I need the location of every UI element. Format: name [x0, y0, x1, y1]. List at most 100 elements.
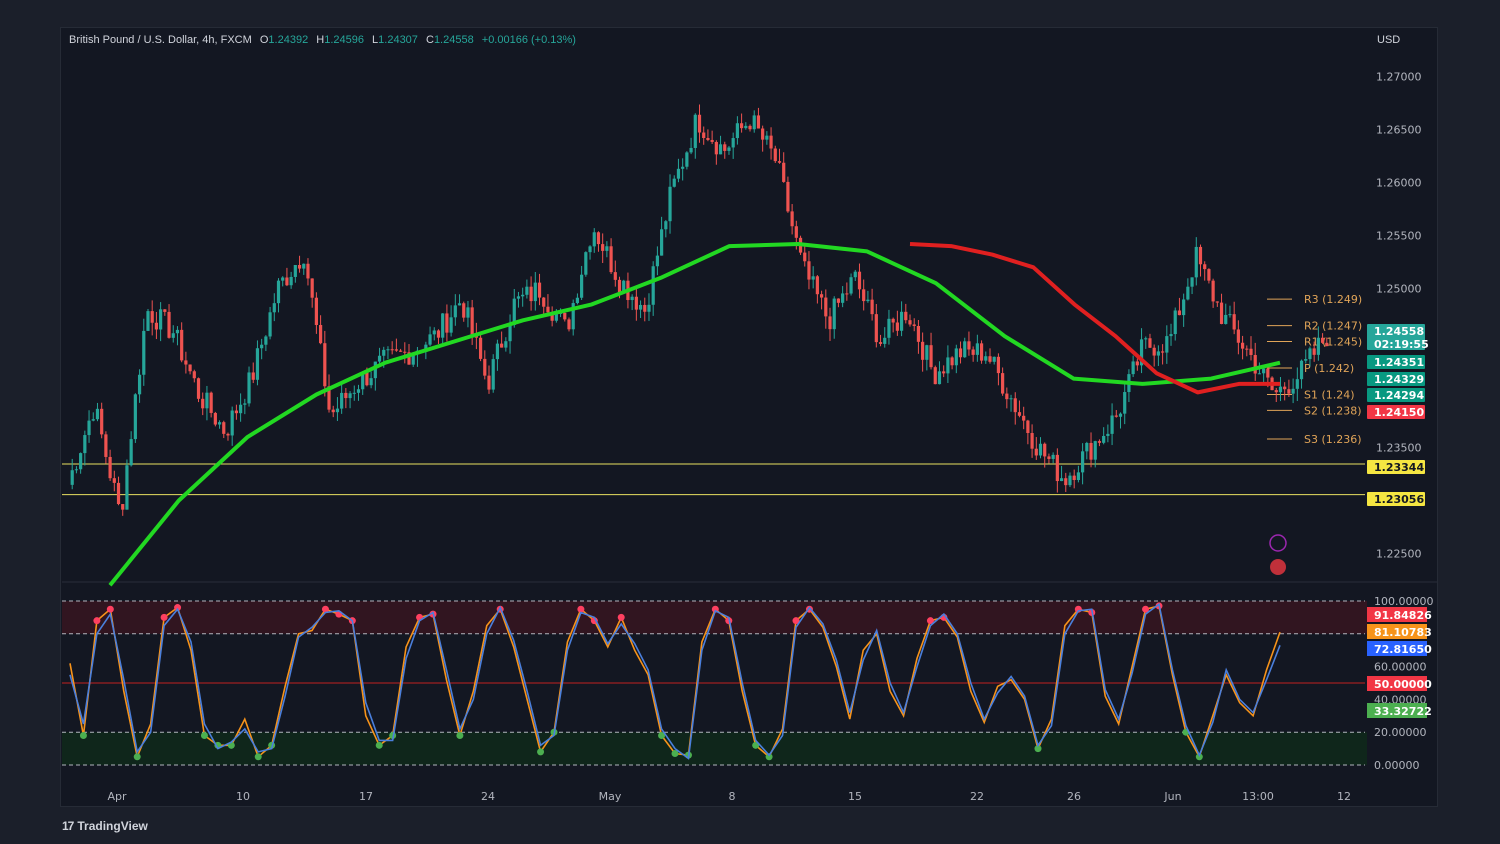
moving-average-line: [909, 241, 1280, 395]
candle-body: [744, 125, 748, 129]
price-badge: [1367, 372, 1425, 386]
candle-body: [756, 115, 761, 129]
candle-body: [904, 311, 908, 321]
overbought-dot: [93, 617, 101, 625]
candles: [70, 104, 1329, 516]
candle-body: [921, 341, 925, 360]
candle-body: [1144, 338, 1148, 340]
countdown-timer: 02:19:55: [1374, 338, 1429, 351]
candle-body: [643, 304, 647, 312]
candle-body: [546, 306, 550, 313]
oscillator-readout-value: 50.00000: [1374, 678, 1432, 691]
candle-body: [1030, 433, 1034, 449]
candle-body: [1304, 359, 1308, 361]
candle-body: [592, 232, 596, 247]
price-badge-value: 1.23344: [1374, 461, 1424, 474]
time-axis-tick: May: [599, 790, 622, 803]
oversold-dot: [200, 731, 208, 739]
candle-body: [1110, 415, 1114, 434]
candle-body: [1026, 420, 1030, 434]
time-axis-tick: 12: [1337, 790, 1351, 803]
open-label: O: [259, 34, 269, 46]
candle-body: [1038, 443, 1043, 456]
candle-body: [466, 307, 470, 318]
candle-body: [676, 168, 681, 179]
candle-body: [411, 354, 415, 365]
tradingview-watermark[interactable]: 17 TradingView: [62, 819, 148, 833]
overbought-dot: [926, 617, 934, 625]
candle-body: [516, 296, 521, 299]
candle-body: [1165, 336, 1169, 353]
candle-body: [1316, 337, 1320, 355]
candle-body: [1245, 348, 1249, 350]
moving-average-line: [108, 241, 1281, 587]
overbought-dot: [1142, 605, 1150, 613]
symbol-title[interactable]: British Pound / U.S. Dollar, 4h, FXCM: [69, 34, 252, 46]
candle-body: [1072, 475, 1076, 481]
candle-body: [239, 404, 243, 414]
price-badge: [1367, 355, 1425, 369]
candle-body: [462, 303, 466, 318]
candle-body: [710, 139, 714, 142]
candle-body: [495, 343, 500, 360]
candle-body: [638, 304, 643, 310]
candle-body: [622, 280, 626, 293]
candle-body: [942, 371, 946, 374]
candle-body: [571, 303, 575, 330]
price-axis-tick: 1.23500: [1376, 442, 1422, 455]
overbought-dot: [160, 613, 168, 621]
candle-body: [841, 293, 845, 303]
candle-body: [403, 351, 407, 353]
candle-body: [735, 123, 739, 139]
candle-body: [1312, 348, 1316, 355]
candle-body: [1262, 368, 1266, 374]
price-badge-value: 1.24351: [1374, 356, 1424, 369]
high-label: H: [316, 34, 325, 46]
candle-body: [1156, 351, 1160, 356]
candle-body: [1009, 398, 1013, 400]
price-badge-value: 1.23056: [1374, 493, 1424, 506]
candle-body: [550, 312, 554, 321]
candle-body: [984, 356, 988, 361]
candle-body: [133, 394, 137, 440]
candle-body: [302, 263, 306, 269]
candle-body: [689, 147, 693, 153]
candle-body: [175, 329, 180, 334]
price-badge-value: 1.24329: [1374, 373, 1424, 386]
oversold-dot: [752, 741, 760, 749]
candle-body: [365, 372, 369, 386]
candle-body: [554, 313, 558, 321]
candle-body: [1211, 280, 1215, 302]
oversold-dot: [537, 748, 545, 756]
pivot-label: P (1.242): [1304, 362, 1354, 375]
candle-body: [213, 412, 217, 425]
candle-body: [790, 211, 794, 227]
candle-body: [1308, 348, 1312, 360]
candle-body: [276, 280, 281, 304]
candle-body: [356, 389, 361, 393]
candle-body: [74, 469, 79, 471]
candle-body: [761, 128, 765, 140]
time-axis-tick: 13:00: [1242, 790, 1274, 803]
change-value: +0.00166 (+0.13%): [481, 34, 576, 46]
candle-body: [441, 313, 445, 338]
candle-body: [142, 330, 146, 375]
candle-body: [91, 419, 95, 421]
candle-body: [70, 470, 74, 485]
candle-body: [786, 181, 790, 212]
price-badge: [1367, 460, 1425, 474]
candle-body: [100, 408, 104, 435]
overbought-dot: [106, 605, 114, 613]
price-badge-value: 1.24294: [1374, 389, 1424, 402]
candle-body: [163, 309, 167, 312]
candle-body: [470, 307, 474, 336]
candle-body: [361, 372, 365, 390]
candle-body: [154, 322, 159, 330]
oversold-dot: [79, 731, 87, 739]
price-axis-tick: 1.25000: [1376, 283, 1422, 296]
candle-body: [1051, 454, 1055, 459]
open-value: 1.24392: [268, 34, 309, 46]
overbought-dot: [617, 613, 625, 621]
candle-body: [769, 135, 773, 149]
